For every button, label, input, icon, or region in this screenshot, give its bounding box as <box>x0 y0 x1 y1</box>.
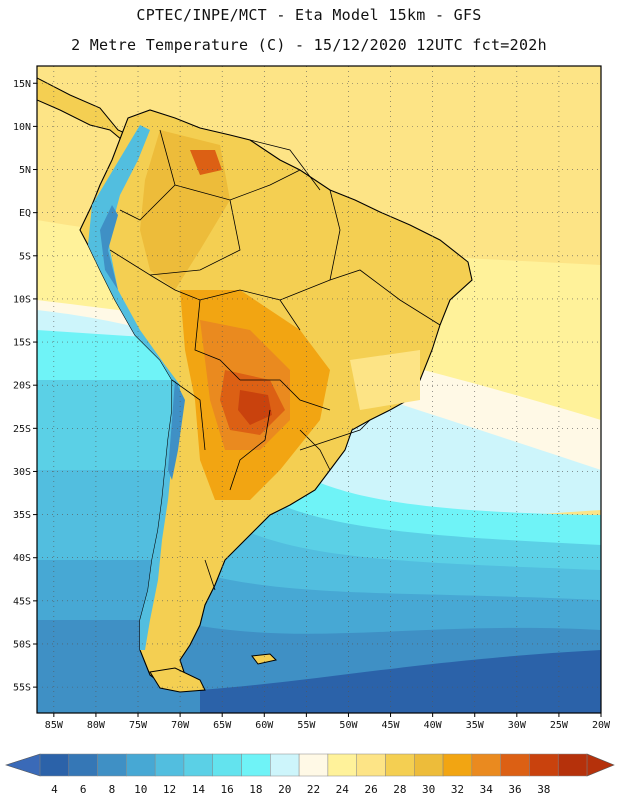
andes-coldest-central <box>168 380 185 480</box>
colorbar-swatch <box>500 753 530 777</box>
lat-tick-label: EQ <box>19 208 31 219</box>
colorbar-swatch <box>154 753 185 777</box>
colorbar-swatch <box>241 753 271 777</box>
lat-tick-label: 50S <box>13 639 31 650</box>
colorbar-label: 8 <box>109 783 116 796</box>
latitude-axis: 15N 10N 5N EQ 5S 10S 15S 20S 25S 30S 35S 40S 45S 50S 5… <box>13 79 37 694</box>
colorbar-label: 36 <box>508 783 521 796</box>
map-title: CPTEC/INPE/MCT - Eta Model 15km - GFS <box>136 6 482 24</box>
colorbar-low-arrow <box>5 753 41 777</box>
land-band-26-east <box>350 350 420 410</box>
colorbar-label: 24 <box>336 783 350 796</box>
lon-tick-label: 85W <box>45 720 64 731</box>
colorbar-label: 14 <box>192 783 206 796</box>
lon-tick-label: 50W <box>339 720 358 731</box>
lon-tick-label: 20W <box>592 720 611 731</box>
lon-tick-label: 70W <box>171 720 190 731</box>
lat-tick-label: 30S <box>13 467 31 478</box>
land-band-38 <box>238 390 272 425</box>
map-field <box>37 66 601 713</box>
lat-tick-label: 35S <box>13 510 31 521</box>
colorbar-label: 22 <box>307 783 320 796</box>
colorbar-swatch <box>298 753 329 777</box>
colorbar-swatch <box>414 753 444 777</box>
colorbar-swatch <box>356 753 386 777</box>
lat-tick-label: 5N <box>19 165 31 176</box>
lat-tick-label: 5S <box>19 251 31 262</box>
tierra-del-fuego <box>149 667 206 693</box>
colorbar-swatch <box>442 753 473 777</box>
lat-tick-label: 25S <box>13 424 31 435</box>
lat-tick-label: 15N <box>13 79 31 90</box>
colorbar-high-arrow <box>586 753 615 777</box>
lon-tick-label: 35W <box>466 720 485 731</box>
falkland-islands <box>251 653 277 665</box>
lon-tick-label: 75W <box>129 720 148 731</box>
land-hotspot-north <box>190 150 222 175</box>
colorbar: 4 6 8 10 12 14 16 18 20 22 24 26 28 30 32 34 36 38 <box>5 753 615 796</box>
lon-tick-label: 60W <box>255 720 274 731</box>
colorbar-label: 38 <box>537 783 550 796</box>
lon-tick-label: 80W <box>87 720 106 731</box>
colorbar-label: 32 <box>451 783 464 796</box>
colorbar-swatch <box>327 753 357 777</box>
map-subtitle: 2 Metre Temperature (C) - 15/12/2020 12U… <box>71 36 547 54</box>
colorbar-label: 4 <box>51 783 58 796</box>
colorbar-swatch <box>68 753 98 777</box>
map-frame <box>36 65 602 714</box>
lon-tick-label: 55W <box>297 720 316 731</box>
colorbar-swatch <box>471 753 501 777</box>
lat-tick-label: 10S <box>13 294 31 305</box>
colorbar-label: 20 <box>278 783 291 796</box>
andes-cold-strip <box>88 125 180 650</box>
colorbar-label: 30 <box>422 783 435 796</box>
colorbar-swatch <box>97 753 127 777</box>
colorbar-swatch <box>529 753 559 777</box>
graticule <box>37 66 601 713</box>
colorbar-label: 16 <box>221 783 234 796</box>
colorbar-label: 34 <box>480 783 494 796</box>
colorbar-swatch <box>557 753 588 777</box>
colorbar-swatch <box>385 753 415 777</box>
colorbar-label: 26 <box>364 783 377 796</box>
lat-tick-label: 20S <box>13 381 31 392</box>
lat-tick-label: 15S <box>13 338 31 349</box>
lat-tick-label: 10N <box>13 122 31 133</box>
andes-coldest-north <box>100 205 118 290</box>
longitude-axis: 85W 80W 75W 70W 65W 60W 55W 50W 45W 40W 35W 30W 25W 2… <box>45 713 611 731</box>
lon-tick-label: 25W <box>550 720 569 731</box>
colorbar-label: 12 <box>163 783 176 796</box>
colorbar-label: 6 <box>80 783 87 796</box>
lon-tick-label: 65W <box>213 720 232 731</box>
lat-tick-label: 40S <box>13 553 31 564</box>
colorbar-swatch <box>212 753 242 777</box>
lon-tick-label: 45W <box>382 720 401 731</box>
colorbar-label: 10 <box>134 783 147 796</box>
lon-tick-label: 30W <box>508 720 527 731</box>
colorbar-label: 18 <box>249 783 262 796</box>
colorbar-swatch <box>270 753 300 777</box>
colorbar-swatch <box>183 753 213 777</box>
colorbar-swatch <box>126 753 156 777</box>
country-borders <box>109 129 441 591</box>
lat-tick-label: 45S <box>13 596 31 607</box>
colorbar-swatch <box>39 753 70 777</box>
colorbar-label: 28 <box>393 783 406 796</box>
ocean-band-4 <box>200 650 601 713</box>
lon-tick-label: 40W <box>424 720 443 731</box>
lat-tick-label: 55S <box>13 683 31 694</box>
